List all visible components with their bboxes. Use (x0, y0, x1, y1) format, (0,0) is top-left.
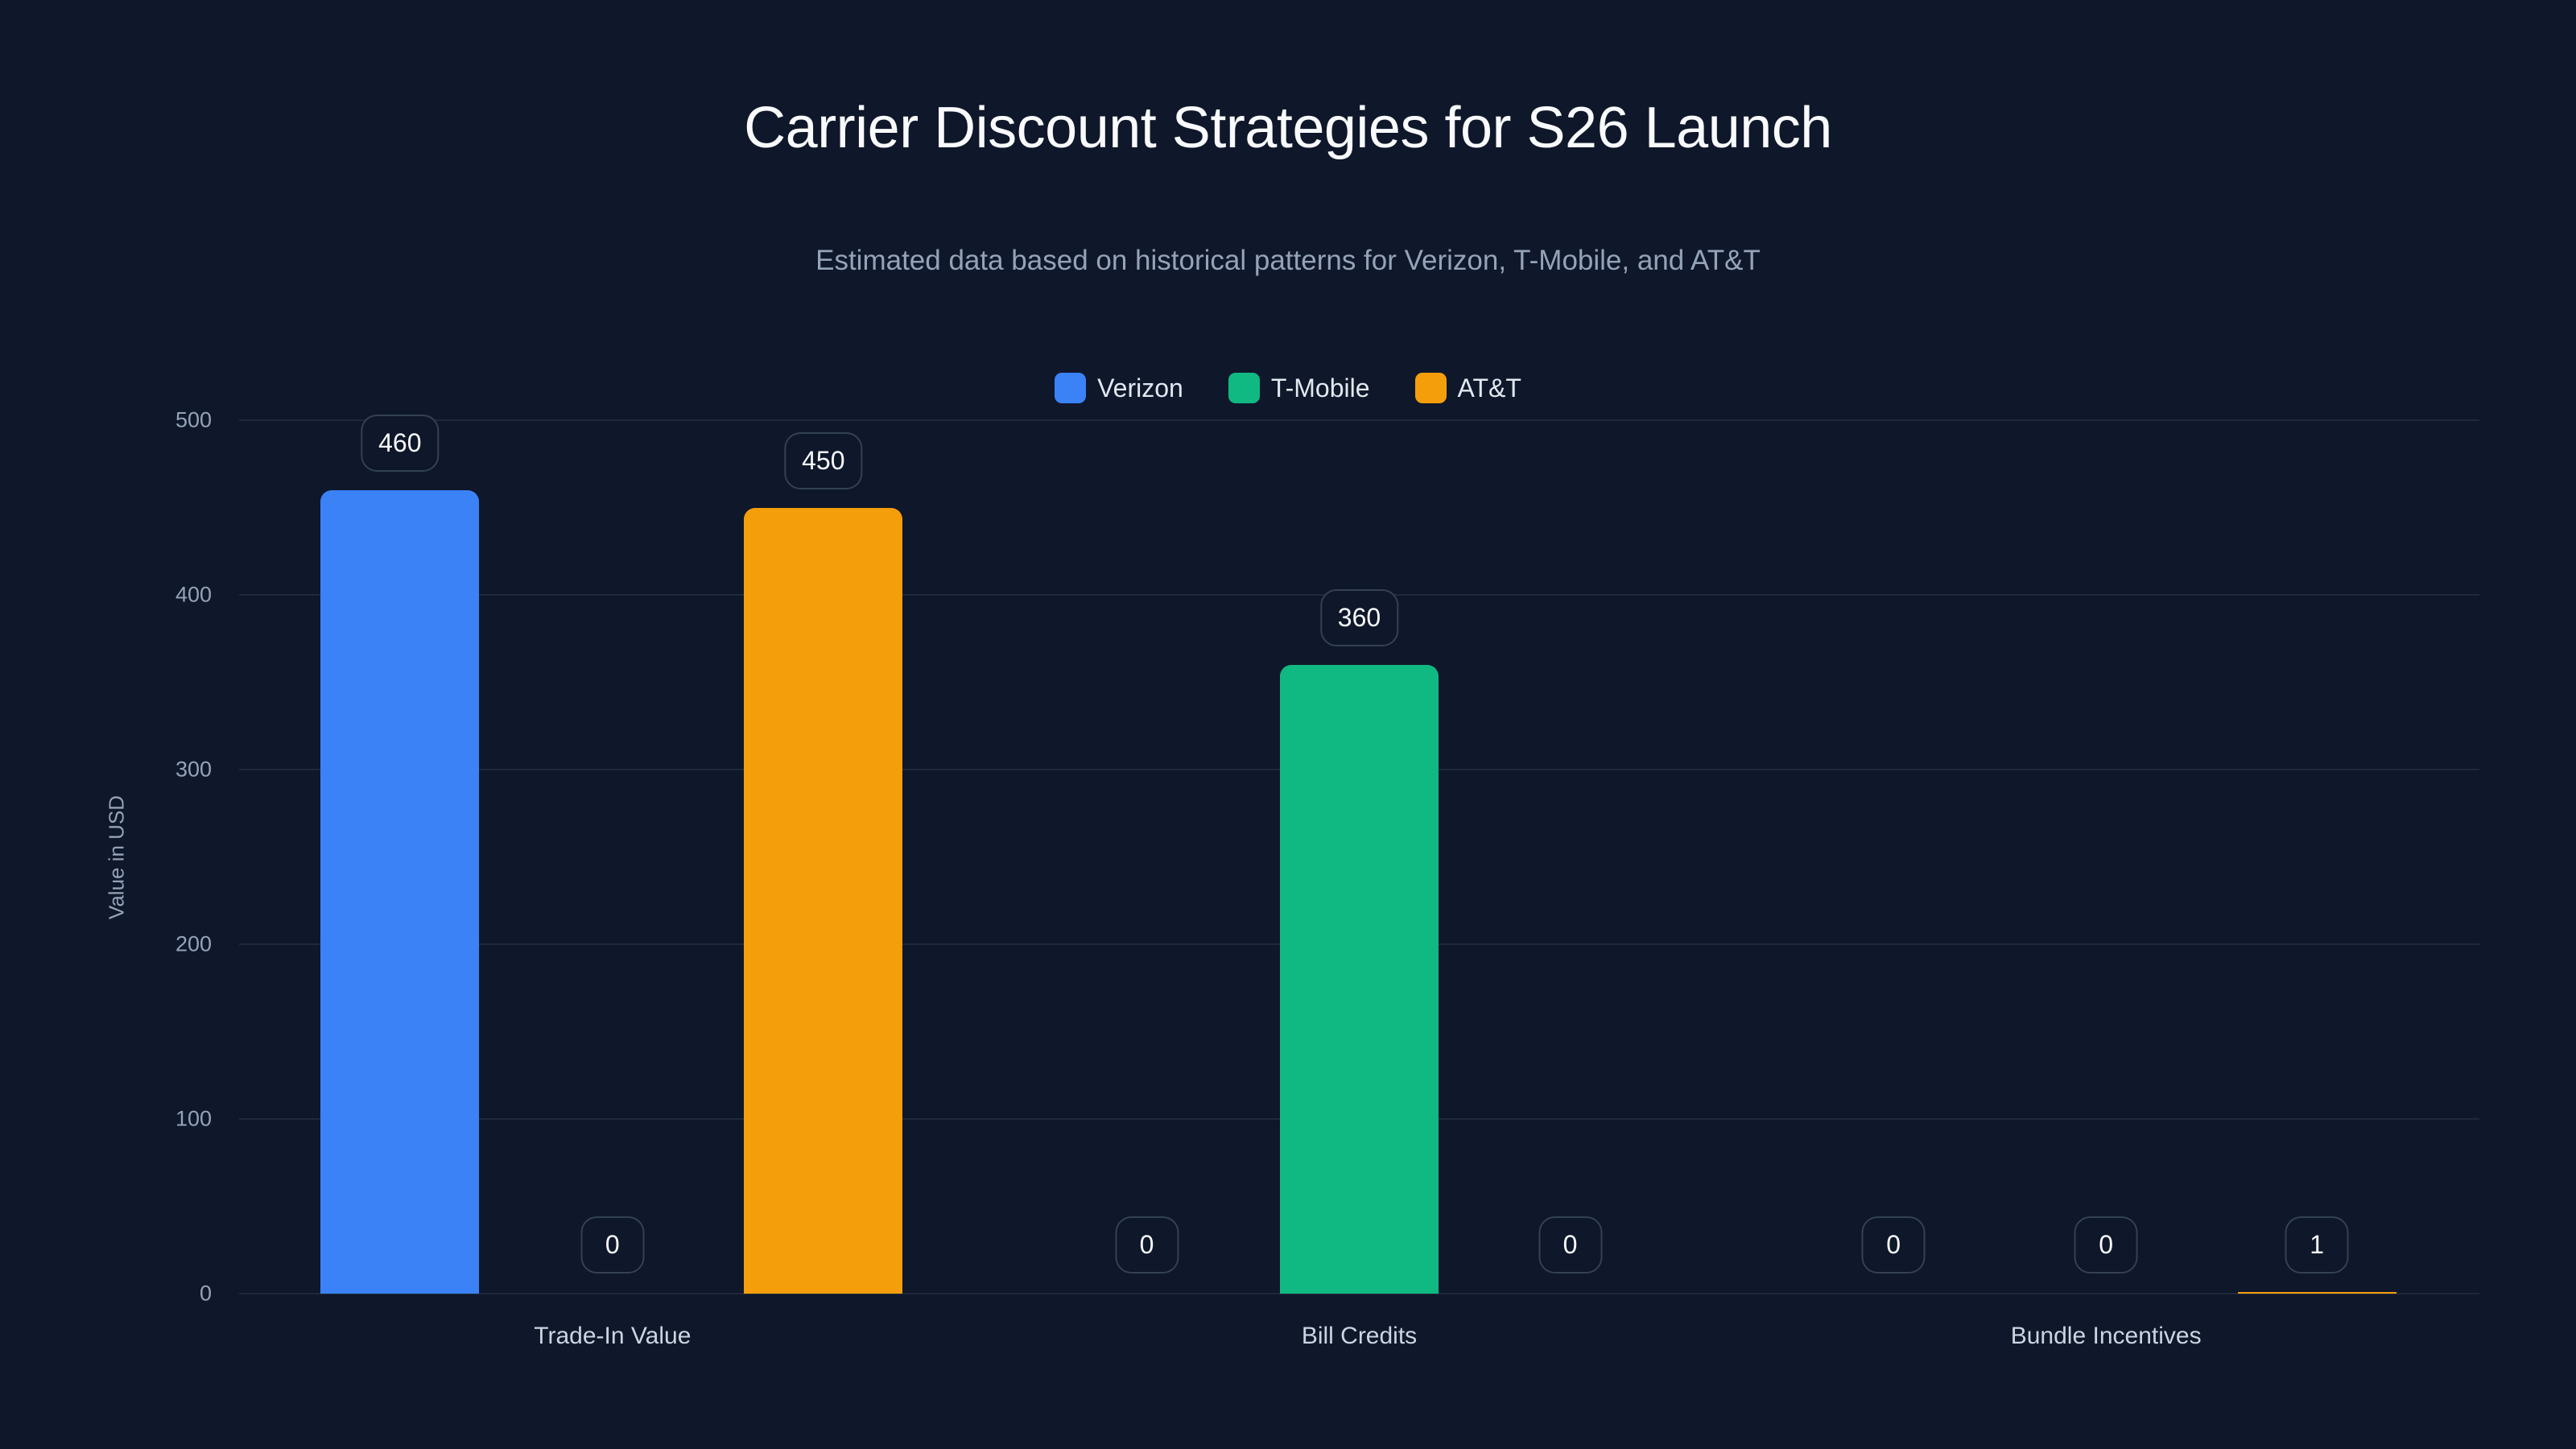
bar-verizon-trade-in-value[interactable] (320, 489, 480, 1294)
legend-item-verizon[interactable]: Verizon (1055, 373, 1183, 403)
gridline (239, 1293, 2479, 1294)
data-label: 0 (1115, 1216, 1179, 1274)
plot-area: 460 0 450 0 360 0 0 0 1 (239, 414, 2479, 1294)
data-label: 460 (361, 414, 440, 472)
y-axis-title: Value in USD (104, 795, 129, 920)
y-tick-label: 400 (175, 582, 212, 607)
chart-subtitle: Estimated data based on historical patte… (815, 245, 1761, 276)
y-tick-label: 500 (175, 407, 212, 432)
y-tick-label: 200 (175, 931, 212, 956)
legend-label: T-Mobile (1270, 373, 1370, 402)
data-label: 450 (784, 431, 863, 489)
data-label: 0 (2074, 1216, 2138, 1274)
y-tick-label: 100 (175, 1106, 212, 1131)
bar-t-mobile-bill-credits[interactable] (1280, 664, 1439, 1294)
data-label: 0 (1538, 1216, 1602, 1274)
legend-label: AT&T (1457, 373, 1521, 402)
data-label: 0 (1861, 1216, 1926, 1274)
legend-swatch-icon (1414, 373, 1447, 403)
data-label: 360 (1319, 588, 1399, 646)
bar-at-t-bundle-incentives[interactable] (2237, 1291, 2396, 1294)
x-tick-label: Trade-In Value (534, 1323, 691, 1349)
chart-title: Carrier Discount Strategies for S26 Laun… (744, 96, 1832, 160)
x-tick-label: Bill Credits (1301, 1323, 1418, 1349)
legend-item-at-t[interactable]: AT&T (1414, 373, 1521, 403)
y-tick-label: 300 (175, 757, 212, 782)
legend-label: Verizon (1097, 373, 1183, 402)
x-tick-label: Bundle Incentives (2010, 1323, 2202, 1349)
legend-swatch-icon (1228, 373, 1260, 403)
legend: Verizon T-Mobile AT&T (0, 373, 2576, 403)
y-tick-label: 0 (199, 1281, 212, 1306)
data-label: 1 (2285, 1216, 2349, 1274)
bar-at-t-trade-in-value[interactable] (744, 507, 903, 1294)
legend-item-t-mobile[interactable]: T-Mobile (1228, 373, 1370, 403)
data-label: 0 (580, 1216, 645, 1274)
legend-swatch-icon (1055, 373, 1087, 403)
gridline (239, 419, 2479, 421)
